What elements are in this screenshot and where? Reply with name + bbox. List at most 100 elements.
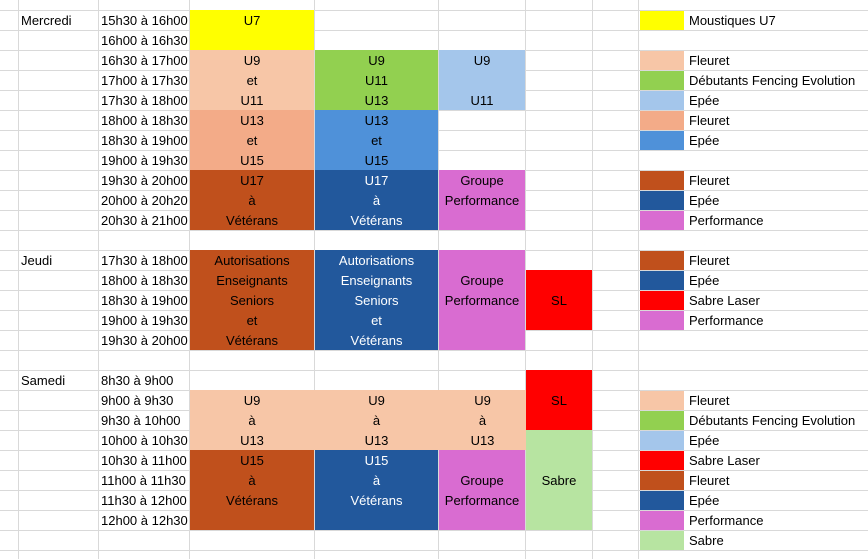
block-line: U9 [243, 52, 261, 68]
block-line: U9 [243, 392, 261, 408]
block-line: et [246, 312, 258, 328]
time-slot-samedi: 12h00 à 12h30 [101, 512, 188, 528]
time-slot-mercredi: 20h00 à 20h20 [101, 192, 188, 208]
block-line: à [372, 192, 381, 208]
legend-label: Performance [689, 512, 764, 528]
day-label-jeudi: Jeudi [21, 252, 53, 268]
day-label-samedi: Samedi [21, 372, 66, 388]
gridline-horizontal [0, 30, 868, 31]
block-line: Vétérans [350, 492, 403, 508]
gridline-vertical [638, 0, 639, 559]
block-line: Enseignants [216, 272, 288, 288]
block-line: Autorisations [214, 252, 290, 268]
legend-label: Fleuret [689, 52, 730, 68]
block-line: U15 [364, 452, 389, 468]
legend-swatch [640, 191, 684, 210]
block-line: U15 [240, 452, 264, 468]
legend-label: Epée [689, 272, 720, 288]
block-line: U13 [240, 432, 264, 448]
block-text: U7 [243, 12, 261, 28]
block-line: Vétérans [350, 212, 403, 228]
time-slot-mercredi: 16h00 à 16h30 [101, 32, 188, 48]
time-slot-jeudi: 18h30 à 19h00 [101, 292, 188, 308]
block-wed-groupe-performance[interactable]: Groupe Performance [439, 170, 525, 230]
block-thu-sabre-laser[interactable]: SL [526, 270, 592, 330]
gridline-vertical [438, 0, 439, 559]
gridline-horizontal [0, 10, 868, 11]
block-line: à [248, 472, 256, 488]
block-sat-debutants-u9-u13[interactable]: U9 à U13 [314, 390, 439, 450]
block-wed-fleuret-u9-u11[interactable]: U9 et U11 [190, 50, 314, 110]
legend-label: Fleuret [689, 172, 730, 188]
block-line: Autorisations [338, 252, 415, 268]
time-slot-mercredi: 18h30 à 19h00 [101, 132, 188, 148]
legend-swatch [640, 471, 684, 490]
legend-label: Epée [689, 492, 720, 508]
block-line: Groupe [460, 272, 504, 288]
time-slot-mercredi: 19h30 à 20h00 [101, 172, 188, 188]
block-wed-epee-u13-u15[interactable]: U13 et U15 [315, 110, 438, 170]
time-slot-jeudi: 19h30 à 20h00 [101, 332, 188, 348]
block-line: Performance [444, 492, 520, 508]
block-sat-fleuret-u15-veterans[interactable]: U15 à Vétérans [190, 450, 314, 530]
time-slot-mercredi: 15h30 à 16h00 [101, 12, 188, 28]
block-sat-fleuret-u9-u13[interactable]: U9 à U13 [190, 390, 314, 450]
block-line: U15 [364, 152, 389, 168]
block-sat-epee-u15-veterans[interactable]: U15 à Vétérans [315, 450, 438, 530]
legend-label: Performance [689, 212, 764, 228]
legend-label: Fleuret [689, 252, 730, 268]
gridline-horizontal [0, 550, 868, 551]
gridline-horizontal [0, 370, 868, 371]
block-line: U17 [364, 172, 389, 188]
block-wed-epee-u9-u11[interactable]: U9 U11 [439, 50, 525, 110]
block-thu-groupe-performance[interactable]: Groupe Performance [439, 250, 525, 350]
block-wed-u7[interactable]: U7 [190, 10, 314, 50]
block-line: U9 [368, 392, 385, 408]
time-slot-samedi: 11h00 à 11h30 [101, 472, 186, 488]
legend-swatch [640, 11, 684, 30]
block-line: à [372, 472, 381, 488]
block-thu-epee[interactable]: Autorisations Enseignants Seniors et Vét… [315, 250, 438, 350]
block-wed-epee-u17-veterans[interactable]: U17 à Vétérans [315, 170, 438, 230]
block-sat-sabre-laser[interactable]: SL [526, 370, 592, 430]
legend-swatch [640, 411, 684, 430]
legend-label: Sabre [689, 532, 724, 548]
time-slot-jeudi: 19h00 à 19h30 [101, 312, 188, 328]
block-line: et [371, 312, 382, 328]
block-thu-fleuret[interactable]: Autorisations Enseignants Seniors et Vét… [190, 250, 314, 350]
block-sat-epee-u9-u13[interactable]: U9 à U13 [439, 390, 526, 450]
legend-label: Epée [689, 192, 720, 208]
legend-swatch [640, 531, 684, 550]
legend-swatch [640, 211, 684, 230]
block-wed-fleuret-u17-veterans[interactable]: U17 à Vétérans [190, 170, 314, 230]
block-wed-debutants[interactable]: U9 U11 U13 [315, 50, 438, 110]
legend-label: Epée [689, 92, 720, 108]
gridline-horizontal [0, 230, 868, 231]
legend-label: Epée [689, 432, 720, 448]
block-line: Seniors [229, 292, 275, 308]
block-line: et [246, 72, 258, 88]
block-line: Vétérans [225, 492, 279, 508]
block-line: Performance [444, 192, 520, 208]
block-line: à [478, 412, 487, 428]
gridline-horizontal [0, 350, 868, 351]
legend-label: Performance [689, 312, 764, 328]
block-line: Seniors [354, 292, 399, 308]
time-slot-mercredi: 18h00 à 18h30 [101, 112, 188, 128]
gridline-vertical [98, 0, 99, 559]
block-line: U15 [240, 152, 264, 168]
block-sat-sabre[interactable]: Sabre [526, 430, 592, 530]
gridline-vertical [189, 0, 190, 559]
legend-label: Débutants Fencing Evolution [689, 72, 856, 88]
time-slot-samedi: 11h30 à 12h00 [101, 492, 187, 508]
block-wed-fleuret-u13-u15[interactable]: U13 et U15 [190, 110, 314, 170]
block-line: U13 [240, 112, 264, 128]
gridline-horizontal [0, 530, 868, 531]
legend-swatch [640, 451, 684, 470]
block-line: Vétérans [225, 212, 279, 228]
time-slot-mercredi: 20h30 à 21h00 [101, 212, 188, 228]
block-sat-groupe-performance[interactable]: Groupe Performance [439, 450, 525, 530]
time-slot-samedi: 9h00 à 9h30 [101, 392, 174, 408]
block-line: Enseignants [340, 272, 413, 288]
legend-label: Fleuret [689, 392, 730, 408]
